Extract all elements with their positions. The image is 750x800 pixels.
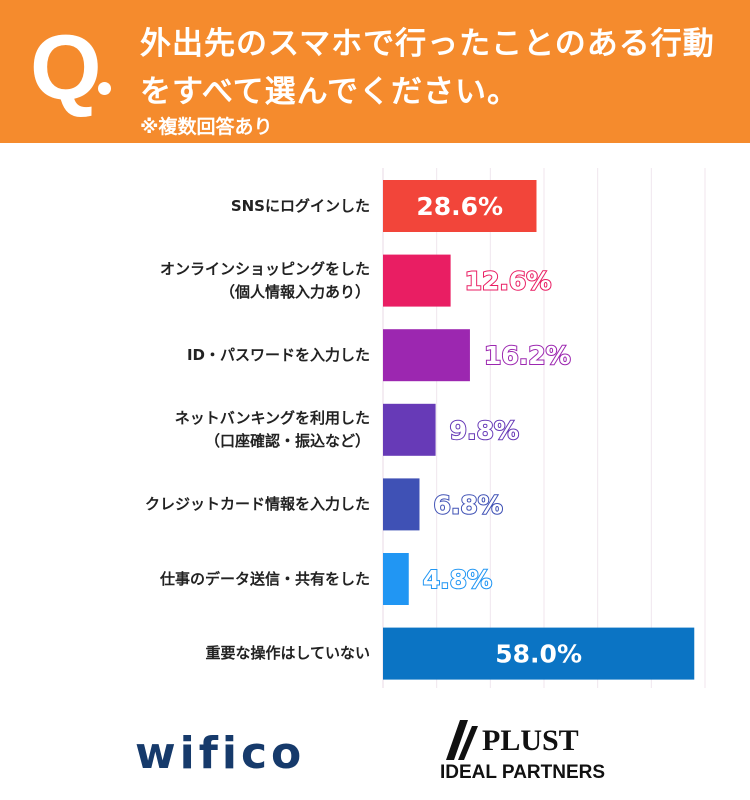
category-label: 重要な操作はしていない bbox=[205, 642, 370, 665]
category-label: 仕事のデータ送信・共有をした bbox=[160, 568, 370, 591]
bar bbox=[383, 254, 451, 307]
data-label: 6.8% bbox=[433, 490, 502, 519]
question-header: Q 外出先のスマホで行ったことのある行動をすべて選んでください。 ※複数回答あり bbox=[0, 0, 750, 143]
bar bbox=[383, 478, 420, 531]
data-label: 4.8% bbox=[423, 565, 492, 594]
category-label-line: 重要な操作はしていない bbox=[205, 644, 370, 663]
bar bbox=[383, 627, 695, 680]
category-label: オンラインショッピングをした （個人情報入力あり） bbox=[160, 258, 370, 304]
data-label: 28.6% bbox=[416, 192, 503, 221]
category-label-line: オンラインショッピングをした bbox=[159, 259, 370, 278]
bar bbox=[383, 553, 409, 605]
plust-text: PLUST bbox=[482, 724, 579, 757]
category-label: ネットバンキングを利用した （口座確認・振込など） bbox=[175, 407, 370, 453]
category-label-line: （個人情報入力あり） bbox=[219, 282, 370, 301]
data-label: 16.2% bbox=[484, 341, 571, 370]
plust-mark-icon bbox=[446, 720, 478, 760]
data-label: 58.0% bbox=[495, 640, 582, 669]
category-label-line: ID・パスワードを入力した bbox=[186, 345, 370, 364]
category-label-line: SNSにログインした bbox=[230, 196, 370, 215]
question-title: 外出先のスマホで行ったことのある行動をすべて選んでください。 bbox=[140, 26, 715, 110]
category-label: SNSにログインした bbox=[231, 195, 370, 218]
wifico-logo: wifico bbox=[135, 728, 306, 779]
category-label: クレジットカード情報を入力した bbox=[145, 493, 370, 516]
category-label-line: ネットバンキングを利用した bbox=[174, 408, 370, 427]
data-label: 9.8% bbox=[450, 416, 519, 445]
category-label-line: 仕事のデータ送信・共有をした bbox=[159, 569, 370, 588]
category-label-line: （口座確認・振込など） bbox=[204, 431, 370, 450]
bar bbox=[383, 403, 436, 456]
q-mark: Q bbox=[30, 17, 102, 119]
data-label: 12.6% bbox=[465, 267, 552, 296]
question-subtitle: ※複数回答あり bbox=[140, 116, 273, 138]
bar bbox=[383, 180, 537, 232]
category-label: ID・パスワードを入力した bbox=[187, 344, 370, 367]
category-label-line: クレジットカード情報を入力した bbox=[144, 494, 370, 513]
ideal-partners-text: IDEAL PARTNERS bbox=[440, 762, 606, 783]
q-dot bbox=[98, 82, 111, 95]
bar bbox=[383, 329, 470, 382]
